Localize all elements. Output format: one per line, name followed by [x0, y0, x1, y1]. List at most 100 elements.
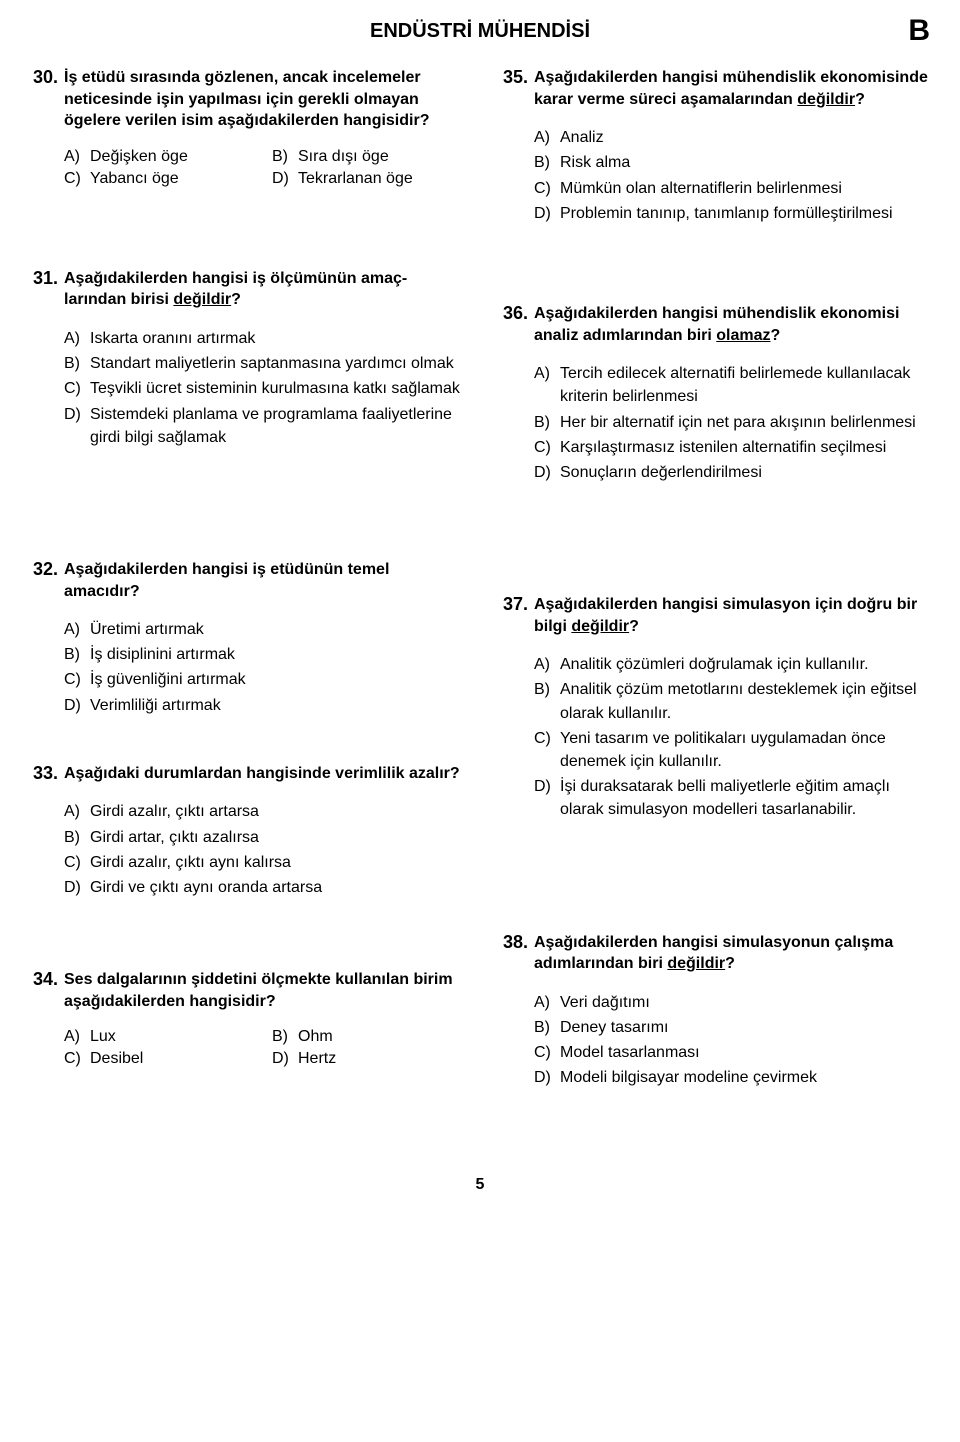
question-row: 32.Aşağıdakilerden hangisi iş etüdünün t…: [64, 559, 460, 602]
option: B)Risk alma: [534, 151, 930, 174]
option-text: Her bir alternatif için net para akışını…: [560, 411, 930, 434]
option: A)Üretimi artırmak: [64, 618, 460, 641]
question-number: 34.: [30, 969, 64, 990]
question-row: 31.Aşağıdakilerden hangisi iş ölçümünün …: [64, 268, 460, 311]
question-number: 32.: [30, 559, 64, 580]
question-row: 33.Aşağıdaki durumlardan hangisinde veri…: [64, 763, 460, 785]
option-text: Lux: [90, 1028, 252, 1046]
question-row: 30.İş etüdü sırasında gözlenen, ancak in…: [64, 67, 460, 132]
option-label: C): [64, 170, 90, 188]
option-text: Ohm: [298, 1028, 460, 1046]
option-text: Analitik çözüm metotlarını desteklemek i…: [560, 678, 930, 724]
option-label: B): [64, 826, 90, 849]
option: D)Modeli bilgisayar modeline çevirmek: [534, 1066, 930, 1089]
option-text: Hertz: [298, 1050, 460, 1068]
option-text: Sonuçların değerlendirilmesi: [560, 461, 930, 484]
options-list: A)Girdi azalır, çıktı artarsa B)Girdi art…: [64, 800, 460, 899]
question-text: Aşağıdaki durumlardan hangisinde verimli…: [64, 763, 460, 785]
option-label: C): [534, 177, 560, 200]
options-list: A)Veri dağıtımıB)Deney tasarımıC)Model t…: [534, 991, 930, 1090]
question-text-underline: olamaz: [716, 327, 770, 344]
question-number: 35.: [500, 67, 534, 88]
header-title: ENDÜSTRİ MÜHENDİSİ: [370, 20, 590, 43]
option-text: Sıra dışı öge: [298, 148, 460, 166]
question-text: Ses dalgalarının şiddetini ölçmekte kull…: [64, 969, 460, 1012]
question-text-underline: değildir: [173, 291, 231, 308]
option-text: Modeli bilgisayar modeline çevirmek: [560, 1066, 930, 1089]
option-text: Değişken öge: [90, 148, 252, 166]
option-text: Verimliliği artırmak: [90, 694, 460, 717]
question-text-underline: değildir: [571, 618, 629, 635]
option-text: Girdi azalır, çıktı artarsa: [90, 800, 460, 823]
option: B)Ohm: [272, 1028, 460, 1046]
option-text: Mümkün olan alternatiflerin belirlenmesi: [560, 177, 930, 200]
option-label: A): [64, 148, 90, 166]
option-label: D): [272, 1050, 298, 1068]
option: A)Veri dağıtımı: [534, 991, 930, 1014]
question-text-post: ?: [629, 618, 639, 635]
options-list: A)Tercih edilecek alternatifi belirlemed…: [534, 362, 930, 484]
option: A)Analitik çözümleri doğrulamak için kul…: [534, 653, 930, 676]
option-text: Yabancı öge: [90, 170, 252, 188]
option: D)Hertz: [272, 1050, 460, 1068]
page-number: 5: [30, 1176, 930, 1194]
header-letter: B: [908, 14, 930, 48]
question-text-post: ?: [855, 91, 865, 108]
question-row: 38.Aşağıdakilerden hangisi simulasyonun …: [534, 932, 930, 975]
option: C)Girdi azalır, çıktı aynı kalırsa: [64, 851, 460, 874]
option: C)Model tasarlanması: [534, 1041, 930, 1064]
option: D)İşi duraksatarak belli maliyetlerle eğ…: [534, 775, 930, 821]
left-column: 30.İş etüdü sırasında gözlenen, ancak in…: [30, 67, 460, 1136]
option: A)Değişken öge: [64, 148, 252, 166]
question-number: 36.: [500, 303, 534, 324]
question-row: 35.Aşağıdakilerden hangisi mühendislik e…: [534, 67, 930, 110]
option: C)Teşvikli ücret sisteminin kurulmasına …: [64, 377, 460, 400]
question-text-pre: Aşağıdakilerden hangisi mühendislik ekon…: [534, 69, 928, 108]
option: B)Standart maliyetlerin saptanmasına yar…: [64, 352, 460, 375]
option: C)Mümkün olan alternatiflerin belirlenme…: [534, 177, 930, 200]
option-label: C): [64, 668, 90, 691]
question-text-post: ?: [771, 327, 781, 344]
option-text: Analiz: [560, 126, 930, 149]
question-text-post: ?: [231, 291, 241, 308]
option: A)Girdi azalır, çıktı artarsa: [64, 800, 460, 823]
option: B)Girdi artar, çıktı azalırsa: [64, 826, 460, 849]
options-grid: A)Değişken öge B)Sıra dışı öge C)Yabancı ö…: [64, 148, 460, 188]
option-label: C): [64, 1050, 90, 1068]
question: 31.Aşağıdakilerden hangisi iş ölçümünün …: [64, 268, 460, 449]
option-label: A): [534, 126, 560, 149]
option-label: D): [64, 876, 90, 899]
option: B)Sıra dışı öge: [272, 148, 460, 166]
question-row: 37.Aşağıdakilerden hangisi simulasyon iç…: [534, 594, 930, 637]
option-label: D): [534, 775, 560, 821]
question-text: Aşağıdakilerden hangisi iş ölçümünün ama…: [64, 268, 460, 311]
option-label: B): [64, 352, 90, 375]
option: A)Analiz: [534, 126, 930, 149]
option-text: Problemin tanınıp, tanımlanıp formülleşt…: [560, 202, 930, 225]
option: C)Desibel: [64, 1050, 252, 1068]
option-label: A): [534, 362, 560, 408]
option-text: Risk alma: [560, 151, 930, 174]
option-text: Veri dağıtımı: [560, 991, 930, 1014]
option-text: Sistemdeki planlama ve programlama faali…: [90, 403, 460, 449]
question-text-underline: değildir: [667, 955, 725, 972]
option-label: D): [64, 403, 90, 449]
option-text: Girdi artar, çıktı azalırsa: [90, 826, 460, 849]
option: D)Girdi ve çıktı aynı oranda artarsa: [64, 876, 460, 899]
options-list: A)Iskarta oranını artırmakB)Standart mal…: [64, 327, 460, 449]
question-row: 36.Aşağıdakilerden hangisi mühendislik e…: [534, 303, 930, 346]
option-text: Analitik çözümleri doğrulamak için kulla…: [560, 653, 930, 676]
option: B)Analitik çözüm metotlarını desteklemek…: [534, 678, 930, 724]
options-list: A)Üretimi artırmakB)İş disiplinini artır…: [64, 618, 460, 717]
question-number: 38.: [500, 932, 534, 953]
option-label: A): [64, 1028, 90, 1046]
options-list: A)AnalizB)Risk alma C)Mümkün olan alterna…: [534, 126, 930, 225]
question-number: 30.: [30, 67, 64, 88]
option: A)Iskarta oranını artırmak: [64, 327, 460, 350]
question-text: Aşağıdakilerden hangisi simulasyon için …: [534, 594, 930, 637]
option-text: Karşılaştırmasız istenilen alternatifin …: [560, 436, 930, 459]
option-label: B): [534, 678, 560, 724]
option-label: B): [272, 1028, 298, 1046]
option: D)Verimliliği artırmak: [64, 694, 460, 717]
option-text: Model tasarlanması: [560, 1041, 930, 1064]
